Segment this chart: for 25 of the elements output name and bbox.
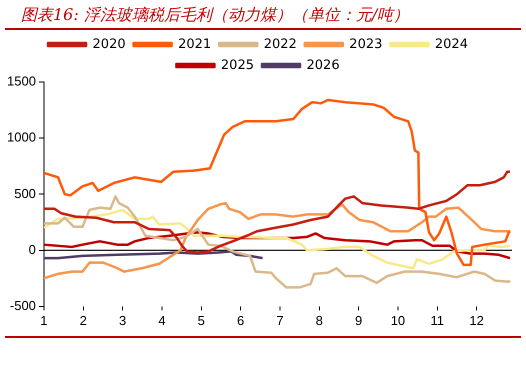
chart-title: 图表16: 浮法玻璃税后毛利（动力煤）（单位：元/吨）: [5, 2, 521, 30]
x-tick-label: 12: [469, 312, 484, 328]
x-tick-label: 9: [354, 312, 362, 328]
y-tick-label: 0: [28, 242, 36, 257]
legend-label: 2020: [92, 36, 126, 52]
x-tick-label: 10: [390, 312, 406, 328]
x-tick-label: 7: [276, 312, 284, 328]
x-tick-label: 11: [430, 312, 444, 328]
x-tick-label: 2: [80, 312, 87, 328]
legend-label: 2026: [306, 58, 340, 73]
y-tick-label: 500: [14, 186, 36, 201]
y-tick-label: 1000: [7, 130, 36, 145]
legend-label: 2024: [434, 36, 468, 52]
legend-label: 2021: [178, 36, 212, 52]
x-tick-label: 5: [198, 312, 205, 328]
legend-label: 2023: [349, 36, 382, 52]
y-tick-label: -500: [10, 298, 36, 313]
x-tick-label: 6: [236, 312, 244, 328]
x-tick-label: 8: [316, 312, 323, 328]
x-tick-label: 4: [158, 312, 166, 328]
x-tick-label: 3: [118, 312, 126, 328]
y-tick-label: 1500: [7, 74, 36, 89]
legend-label: 2022: [264, 36, 297, 52]
x-tick-label: 1: [40, 312, 48, 328]
legend-label: 2025: [220, 58, 254, 73]
